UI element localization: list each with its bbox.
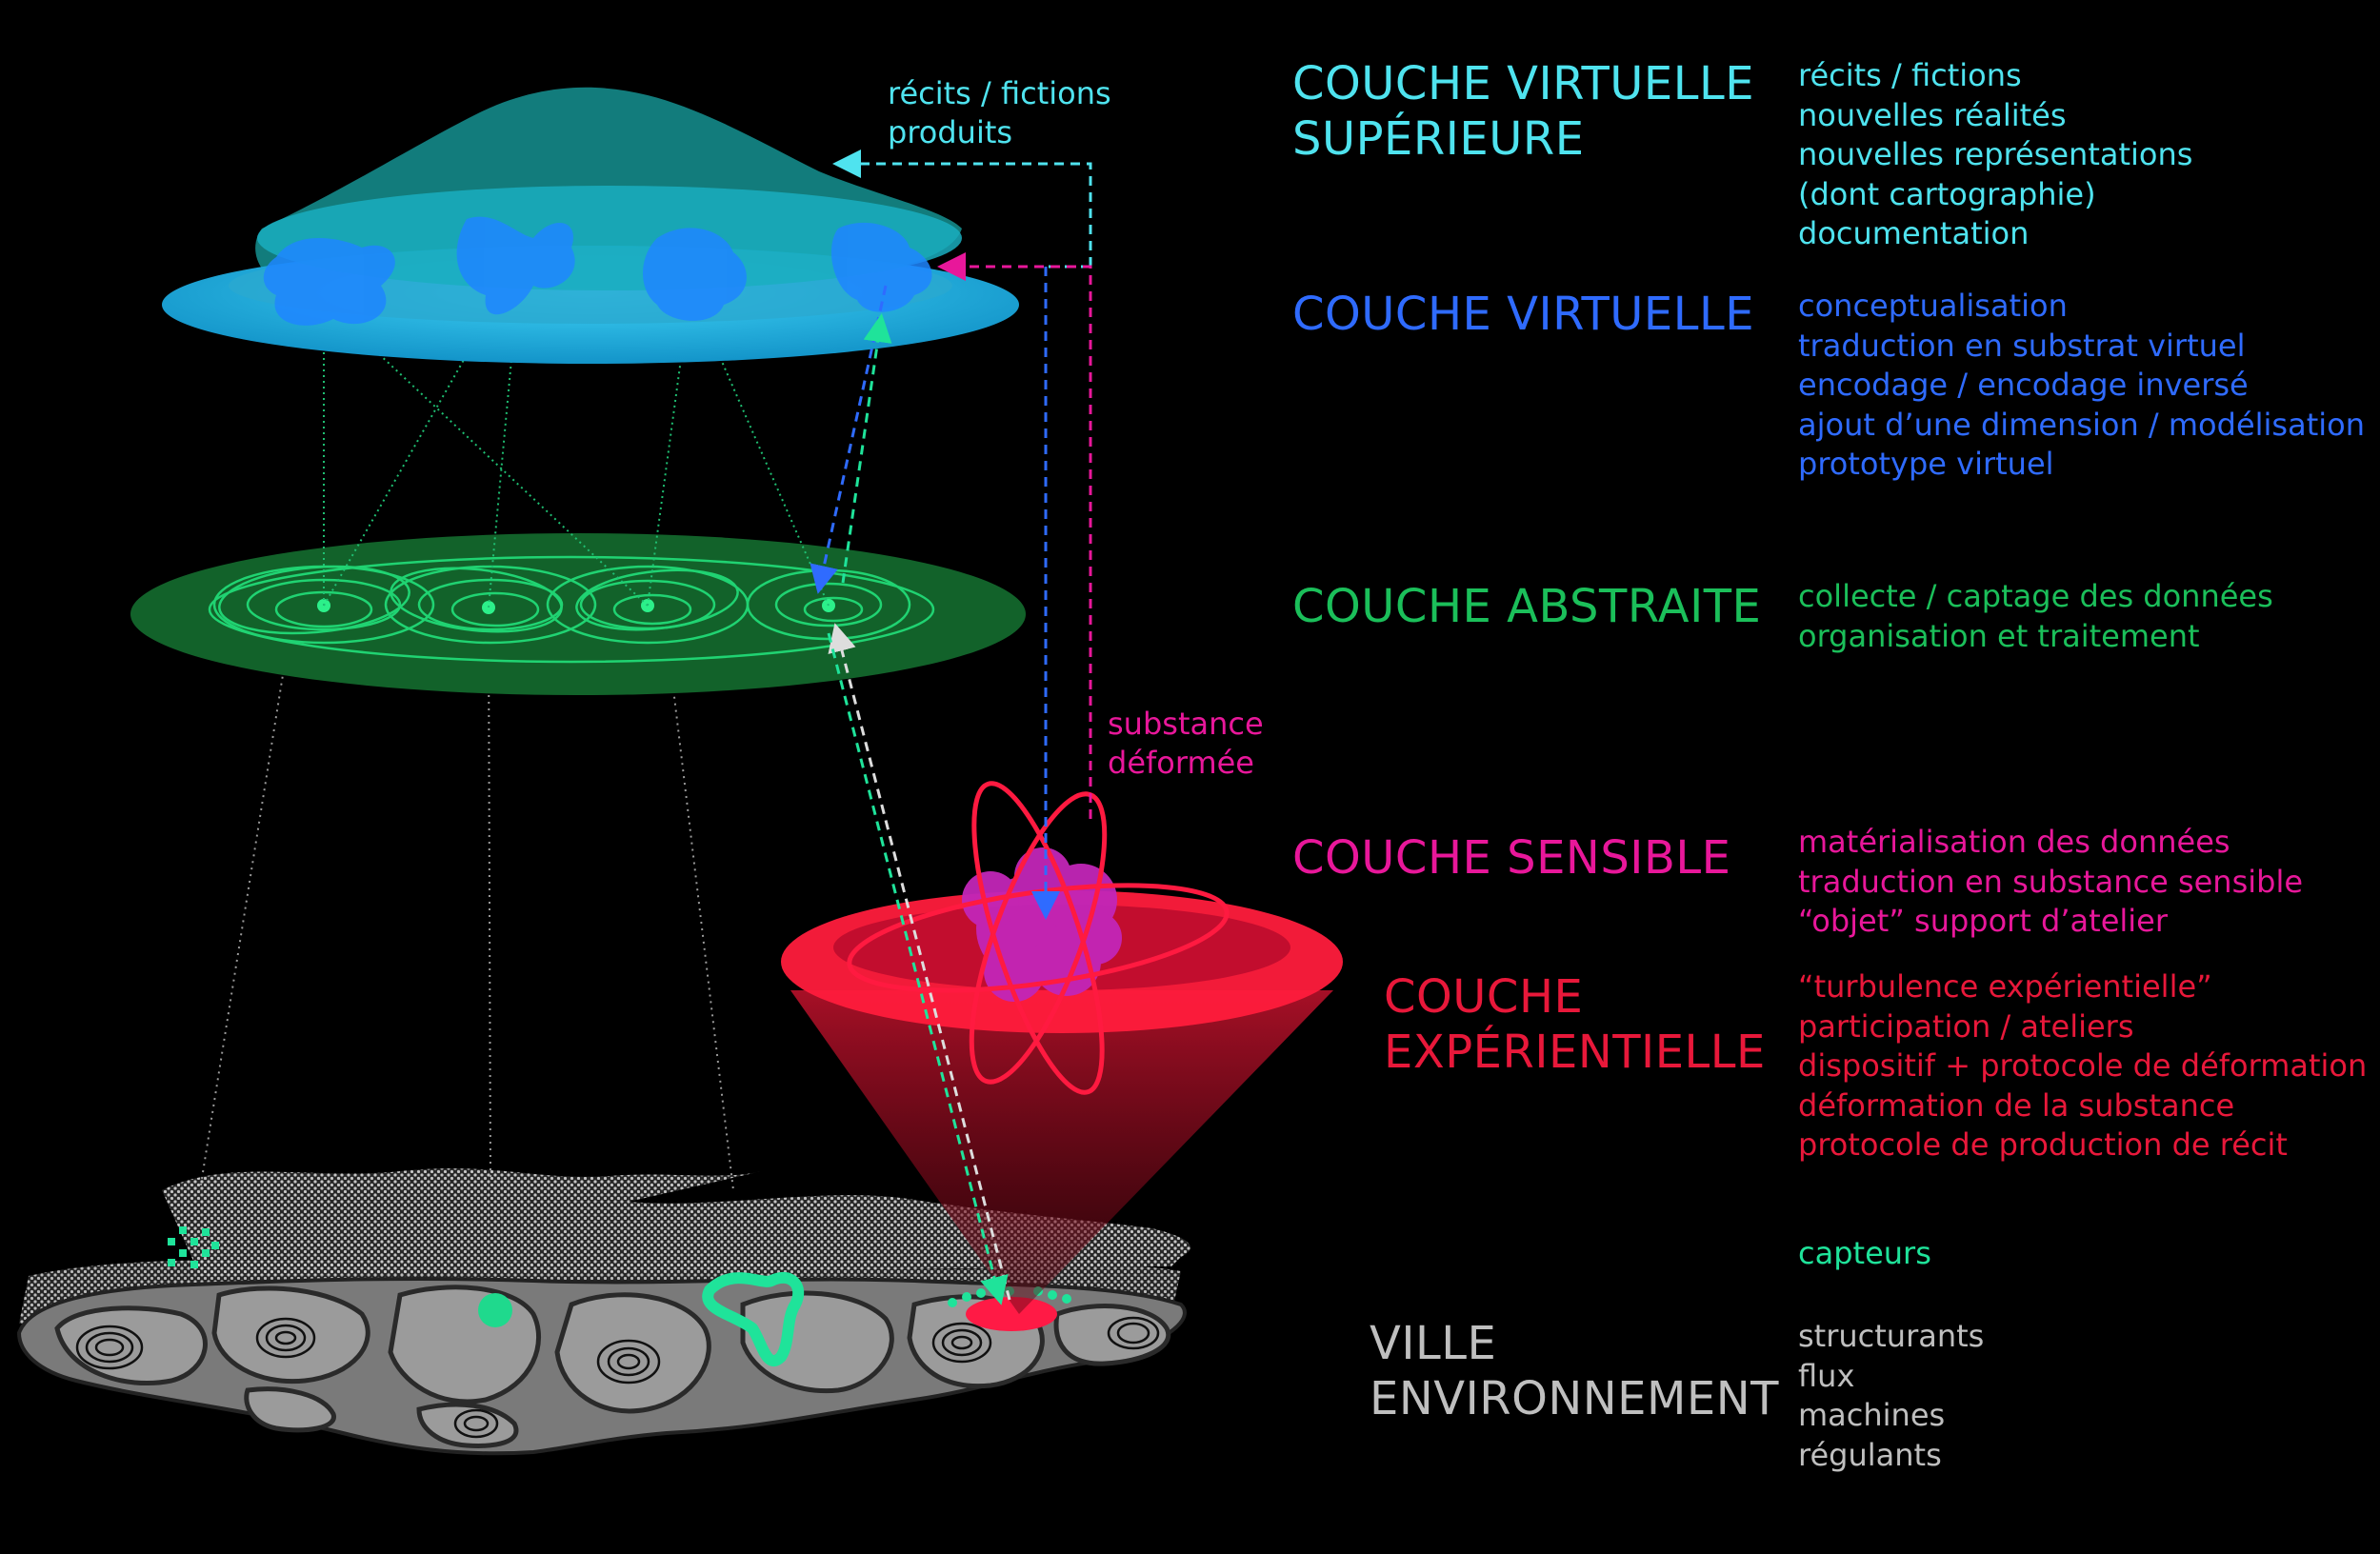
list-item: traduction en substance sensible: [1798, 863, 2304, 900]
capteurs-up-arrow: [828, 623, 1011, 1301]
list-item: nouvelles réalités: [1798, 96, 2067, 133]
substance-annotation-line-2: déformée: [1108, 745, 1254, 781]
list-item: machines: [1798, 1397, 1946, 1433]
list-item: “turbulence expérientielle”: [1798, 968, 2212, 1005]
list-item: ajout d’une dimension / modélisation: [1798, 406, 2365, 443]
title-ville: VILLE ENVIRONNEMENT: [1370, 1316, 1779, 1426]
city-dotted-upper: [162, 1168, 1190, 1276]
title-abstraite-line-1: COUCHE ABSTRAITE: [1292, 580, 1762, 633]
list-item: participation / ateliers: [1798, 1007, 2134, 1045]
list-item: récits / fictions: [1798, 57, 2022, 93]
title-ville-line-1: VILLE: [1370, 1317, 1497, 1370]
virtual-layers: [162, 87, 1019, 364]
top-annotation-line-1: récits / fictions: [888, 75, 1111, 111]
items-experientielle: “turbulence expérientielle” participatio…: [1798, 967, 2367, 1166]
top-annotation: récits / fictions produits: [888, 74, 1111, 152]
list-item: “objet” support d’atelier: [1798, 903, 2168, 939]
items-ville: structurants flux machines régulants: [1798, 1317, 1984, 1475]
list-item: documentation: [1798, 215, 2030, 251]
projection-lines-virtual: [323, 319, 830, 608]
items-virtuelle: conceptualisation traduction en substrat…: [1798, 287, 2365, 485]
top-annotation-line-2: produits: [888, 114, 1013, 150]
superior-virtual-disc: [257, 186, 962, 290]
title-superieure: COUCHE VIRTUELLE SUPÉRIEURE: [1292, 56, 1754, 167]
list-item: capteurs: [1798, 1235, 1931, 1271]
title-sensible: COUCHE SENSIBLE: [1292, 830, 1730, 886]
title-superieure-line-1: COUCHE VIRTUELLE: [1292, 57, 1755, 110]
title-virtuelle: COUCHE VIRTUELLE: [1292, 287, 1754, 342]
list-item: encodage / encodage inversé: [1798, 367, 2249, 403]
items-sensible: matérialisation des données traduction e…: [1798, 823, 2303, 942]
list-item: dispositif + protocole de déformation: [1798, 1047, 2368, 1084]
city-block-outlines: [54, 1285, 1171, 1448]
sensor-markers: [168, 1226, 1071, 1366]
list-item: déformation de la substance: [1798, 1086, 2235, 1124]
title-ville-line-2: ENVIRONNEMENT: [1370, 1372, 1779, 1425]
sensor-red-spot: [966, 1297, 1057, 1331]
list-item: matérialisation des données: [1798, 824, 2230, 860]
title-sensible-line-1: COUCHE SENSIBLE: [1292, 831, 1731, 885]
items-capteurs: capteurs: [1798, 1234, 1931, 1274]
virtual-blobs: [263, 216, 932, 326]
title-virtuelle-line-1: COUCHE VIRTUELLE: [1292, 288, 1755, 341]
title-experientielle-line-2: EXPÉRIENTIELLE: [1384, 1026, 1766, 1079]
list-item: (dont cartographie): [1798, 175, 2096, 212]
title-superieure-line-2: SUPÉRIEURE: [1292, 112, 1585, 166]
feedback-arrows: [810, 149, 1092, 1305]
title-experientielle: COUCHE EXPÉRIENTIELLE: [1384, 969, 1766, 1080]
substance-annotation-line-1: substance: [1108, 706, 1264, 742]
sensor-loop: [702, 1271, 805, 1366]
substance-arrow: [937, 252, 1092, 819]
sensor-grid-icon: [168, 1226, 219, 1268]
city-contour-rings: [75, 1316, 1160, 1439]
experiential-cone: [790, 990, 1333, 1314]
list-item: régulants: [1798, 1436, 1942, 1473]
projection-lines-city: [199, 628, 734, 1191]
list-item: structurants: [1798, 1318, 1985, 1354]
list-item: nouvelles représentations: [1798, 136, 2193, 172]
items-superieure: récits / fictions nouvelles réalités nou…: [1798, 56, 2192, 254]
list-item: traduction en substrat virtuel: [1798, 327, 2246, 364]
capteurs-down-arrow: [827, 632, 1009, 1305]
items-abstraite: collecte / captage des données organisat…: [1798, 577, 2273, 656]
mint-diagonal-arrow: [841, 313, 892, 584]
title-abstraite: COUCHE ABSTRAITE: [1292, 579, 1761, 634]
list-item: protocole de production de récit: [1798, 1126, 2288, 1163]
sensor-dot: [478, 1293, 512, 1327]
list-item: collecte / captage des données: [1798, 578, 2273, 614]
title-experientielle-line-1: COUCHE: [1384, 970, 1584, 1024]
substance-annotation: substance déformée: [1108, 705, 1264, 783]
abstract-layer: [130, 533, 1026, 695]
city-environment-layer: [16, 1168, 1190, 1456]
list-item: organisation et traitement: [1798, 617, 2200, 654]
list-item: prototype virtuel: [1798, 446, 2054, 482]
list-item: flux: [1798, 1357, 1855, 1394]
list-item: conceptualisation: [1798, 288, 2068, 324]
recits-arrow: [832, 149, 1092, 267]
